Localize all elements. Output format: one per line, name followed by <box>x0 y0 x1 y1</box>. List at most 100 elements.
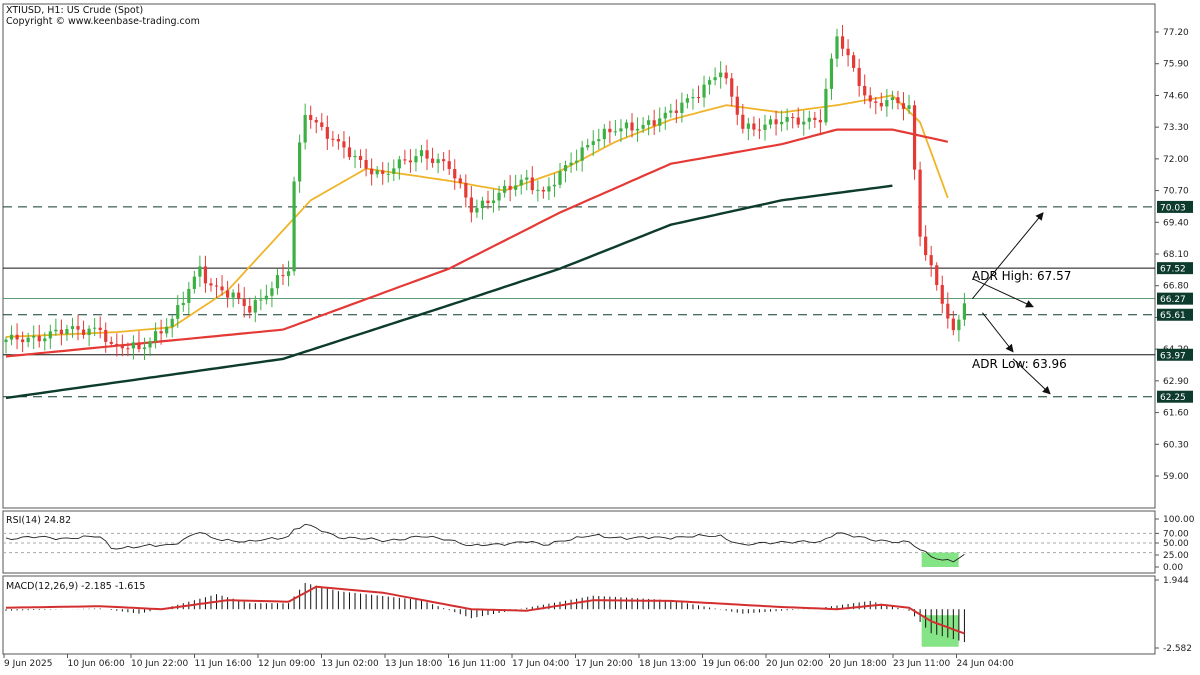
candle-body <box>757 129 762 131</box>
candle-body <box>43 338 47 342</box>
adr-low-label: ADR Low: 63.96 <box>972 357 1067 371</box>
candle-body <box>707 80 712 85</box>
candle-body <box>237 292 241 299</box>
candle-body <box>309 115 313 120</box>
candle-body <box>818 119 822 123</box>
candle-body <box>674 110 678 113</box>
candle-body <box>253 300 257 313</box>
candle-body <box>503 185 507 193</box>
candle-body <box>491 200 496 204</box>
candle-body <box>353 156 357 158</box>
rsi-tick-label: 50.00 <box>1163 539 1189 549</box>
candle-body <box>719 72 723 78</box>
y-tick-label: 73.30 <box>1163 123 1189 133</box>
candle-body <box>142 347 147 350</box>
candle-body <box>741 114 745 129</box>
macd-pane: 1.944 -2.582 <box>5 576 1192 654</box>
level-tag-4: 63.97 <box>1160 351 1186 361</box>
candle-body <box>935 265 939 286</box>
candle-body <box>286 271 291 276</box>
candle-body <box>364 159 368 169</box>
candle-body <box>514 185 518 190</box>
candle-body <box>336 139 340 142</box>
y-tick-label: 75.90 <box>1163 60 1189 70</box>
candle-body <box>59 329 63 334</box>
candle-body <box>331 138 335 140</box>
candle-body <box>464 183 468 198</box>
candle-body <box>397 159 401 169</box>
candle-body <box>70 326 75 330</box>
candle-body <box>436 159 440 163</box>
candle-body <box>619 128 623 132</box>
candle-body <box>430 158 435 163</box>
candle-body <box>303 115 307 143</box>
candle-body <box>807 117 811 122</box>
candle-body <box>242 298 246 307</box>
candle-body <box>957 319 961 331</box>
level-tag-box-2 <box>1157 292 1193 305</box>
candle-body <box>9 334 14 340</box>
candle-body <box>93 327 97 329</box>
candle-body <box>929 255 933 266</box>
y-tick-label: 59.00 <box>1163 472 1189 482</box>
candle-body <box>602 128 606 140</box>
copyright-text: Copyright © www.keenbase-trading.com <box>6 16 200 27</box>
candle-body <box>104 329 108 342</box>
candle-body <box>530 177 534 191</box>
candle-body <box>658 118 662 126</box>
candle-body <box>480 200 485 209</box>
candle-body <box>458 178 462 184</box>
candle-body <box>630 122 634 131</box>
candle-body <box>840 36 845 49</box>
candle-body <box>924 236 928 256</box>
price-tags: 70.03 67.52 66.27 65.61 63.97 62.25 <box>1157 200 1193 403</box>
candle-body <box>918 169 922 237</box>
candle-body <box>15 334 19 340</box>
x-tick-label: 17 Jun 04:00 <box>512 659 569 669</box>
candle-body <box>552 184 557 187</box>
candle-body <box>885 100 889 107</box>
candle-body <box>635 128 640 131</box>
candle-body <box>120 345 124 349</box>
candle-body <box>87 328 91 336</box>
x-tick-label: 24 Jun 04:00 <box>957 659 1014 669</box>
candle-body <box>475 208 479 213</box>
candle-body <box>702 84 706 98</box>
candle-body <box>874 101 878 103</box>
x-tick-label: 19 Jun 06:00 <box>703 659 760 669</box>
candle-body <box>381 170 385 174</box>
y-tick-label: 66.80 <box>1163 282 1189 292</box>
candle-body <box>226 290 230 298</box>
candle-body <box>292 181 296 272</box>
candle-body <box>652 120 656 126</box>
candle-body <box>752 123 756 130</box>
level-tag-5: 62.25 <box>1160 393 1186 403</box>
candle-body <box>131 342 136 349</box>
rsi-tick-label: 0.00 <box>1163 563 1183 573</box>
level-tag-box-3 <box>1157 308 1193 321</box>
candle-body <box>81 329 86 336</box>
candle-body <box>525 177 529 180</box>
candle-body <box>575 160 579 163</box>
level-tag-box-1 <box>1157 262 1193 275</box>
candle-body <box>54 329 58 332</box>
candlesticks <box>4 24 967 360</box>
candle-body <box>824 88 828 123</box>
y-tick-label: 62.90 <box>1163 377 1189 387</box>
candle-body <box>724 72 728 79</box>
candle-body <box>962 303 967 320</box>
candle-body <box>558 171 562 185</box>
candle-body <box>763 124 767 130</box>
adr-high-label: ADR High: 67.57 <box>972 269 1071 283</box>
candle-body <box>170 318 174 327</box>
candle-body <box>248 306 252 313</box>
candle-body <box>563 165 568 172</box>
level-tag-2: 66.27 <box>1160 295 1186 305</box>
candle-body <box>580 147 584 161</box>
y-tick-label: 68.10 <box>1163 250 1189 260</box>
candle-body <box>746 123 750 129</box>
candle-body <box>314 119 318 123</box>
x-tick-label: 20 Jun 18:00 <box>830 659 887 669</box>
candle-body <box>358 156 363 160</box>
